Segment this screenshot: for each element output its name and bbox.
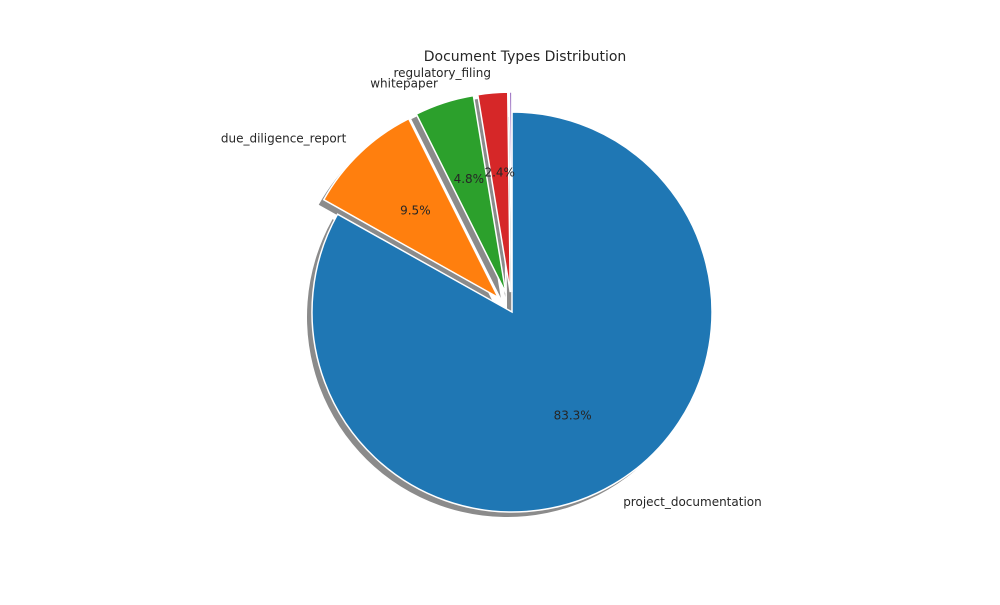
slice-extra-4	[508, 91, 513, 293]
slice-regulatory-filing	[476, 91, 511, 293]
slice-pct-project-documentation: 83.3%	[554, 409, 592, 423]
chart-title: Document Types Distribution	[423, 49, 627, 65]
pie-slices	[311, 91, 713, 513]
slice-pct-due-diligence-report: 9.5%	[400, 204, 431, 218]
pie-labels: project_documentation 83.3% due_diligence_…	[221, 66, 762, 509]
slice-label-whitepaper: whitepaper	[370, 77, 438, 91]
slice-whitepaper	[415, 94, 507, 294]
slice-due-diligence-report	[322, 117, 500, 300]
slice-pct-regulatory-filing: 2.4%	[484, 166, 515, 180]
slice-project-documentation	[311, 111, 713, 513]
slice-label-project-documentation: project_documentation	[623, 495, 762, 509]
slice-label-due-diligence-report: due_diligence_report	[221, 131, 347, 145]
slice-pct-whitepaper: 4.8%	[454, 172, 485, 186]
slice-label-regulatory-filing: regulatory_filing	[393, 66, 491, 80]
